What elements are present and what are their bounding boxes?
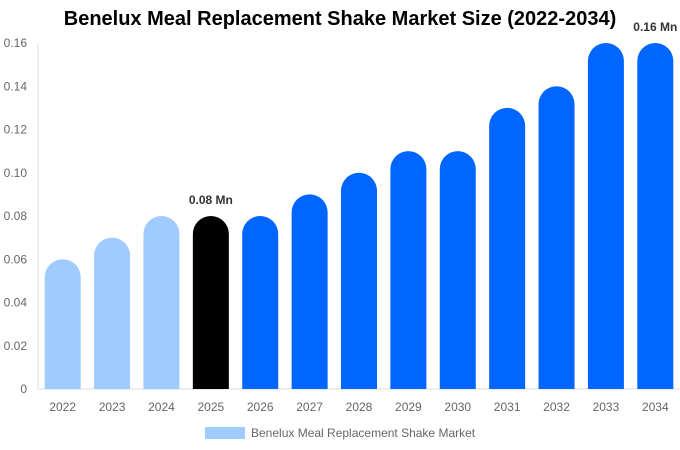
data-label: 0.08 Mn: [189, 193, 233, 207]
x-tick-label: 2030: [444, 400, 471, 414]
y-tick-label: 0.12: [4, 123, 28, 137]
x-tick-label: 2025: [197, 400, 224, 414]
bar-2033: [587, 43, 624, 389]
x-tick-label: 2032: [543, 400, 570, 414]
x-tick-label: 2024: [148, 400, 175, 414]
x-tick-label: 2026: [247, 400, 274, 414]
data-label: 0.16 Mn: [633, 20, 677, 34]
bar-2032: [538, 86, 575, 389]
bar-2030: [439, 151, 476, 389]
y-tick-label: 0.14: [4, 79, 28, 93]
bar-2022: [44, 259, 81, 389]
x-tick-label: 2023: [99, 400, 126, 414]
y-tick-label: 0.08: [4, 209, 28, 223]
x-tick-label: 2034: [642, 400, 669, 414]
y-tick-label: 0.04: [4, 296, 28, 310]
y-tick-label: 0.02: [4, 339, 28, 353]
y-tick-label: 0.06: [4, 252, 28, 266]
bar-2023: [94, 237, 131, 389]
x-tick-label: 2031: [494, 400, 521, 414]
y-tick-label: 0.10: [4, 166, 28, 180]
bar-2024: [143, 216, 180, 389]
x-tick-label: 2028: [346, 400, 373, 414]
chart-title: Benelux Meal Replacement Shake Market Si…: [63, 8, 617, 30]
bar-2031: [489, 107, 526, 389]
x-tick-label: 2022: [49, 400, 76, 414]
bar-2025: [192, 216, 229, 389]
y-tick-label: 0: [20, 382, 27, 396]
bar-2027: [291, 194, 328, 389]
legend-swatch: [205, 427, 245, 439]
x-tick-label: 2033: [593, 400, 620, 414]
legend: Benelux Meal Replacement Shake Market: [205, 426, 475, 440]
x-tick-label: 2027: [296, 400, 323, 414]
bar-2026: [242, 216, 279, 389]
legend-label: Benelux Meal Replacement Shake Market: [251, 426, 476, 440]
bar-2029: [390, 151, 427, 389]
bar-2028: [341, 172, 377, 389]
y-tick-label: 0.16: [4, 36, 28, 50]
bar-2034: [637, 43, 674, 389]
x-tick-label: 2029: [395, 400, 422, 414]
